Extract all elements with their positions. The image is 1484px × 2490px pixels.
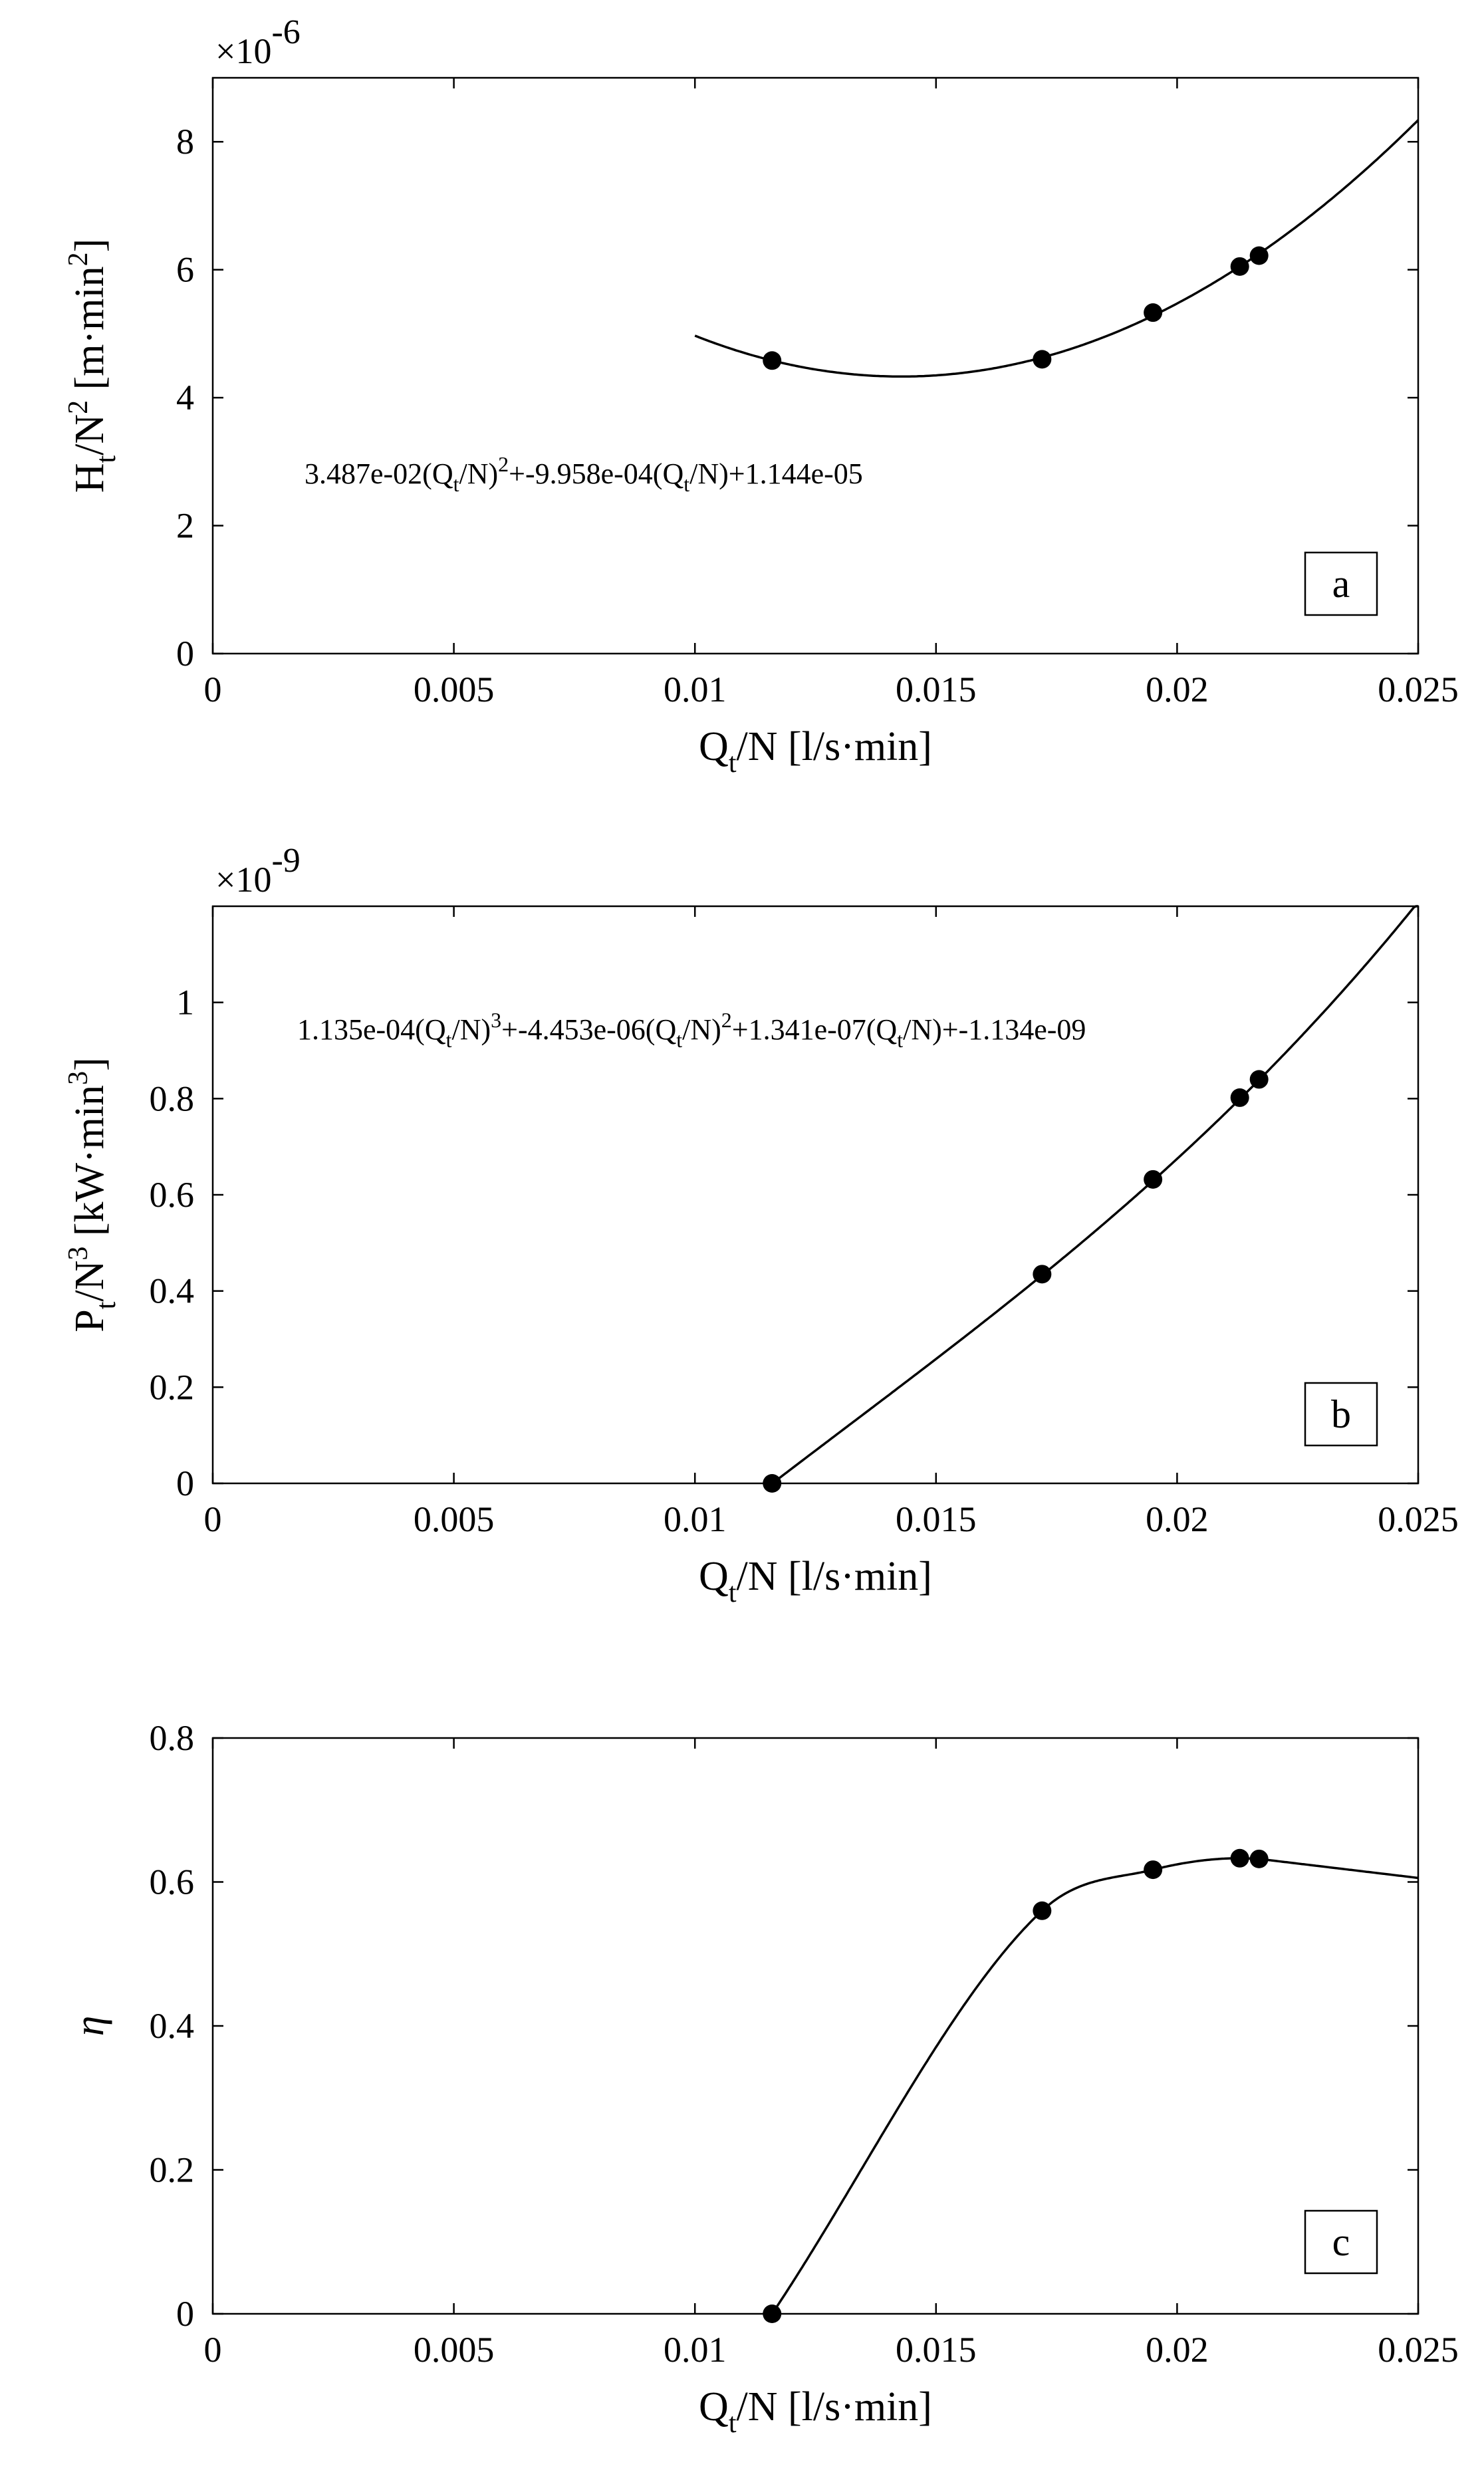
y-tick-label: 0.6 [150,1175,195,1215]
data-point [1144,1860,1163,1880]
y-tick-label: 0.2 [150,2150,195,2190]
y-axis-label: Pt/N3 [kW·min3] [63,1057,122,1332]
x-tick-label: 0.005 [414,2330,495,2370]
x-tick-label: 0.025 [1378,2330,1459,2370]
x-tick-label: 0.015 [896,1499,977,1539]
x-tick-label: 0.015 [896,670,977,709]
y-tick-label: 0 [176,1463,194,1503]
y-tick-label: 0 [176,634,194,674]
x-tick-label: 0.02 [1146,670,1209,709]
data-point [1230,257,1249,276]
x-tick-label: 0.005 [414,670,495,709]
x-axis-label: Qt/N [l/s·min] [699,1554,932,1608]
y-tick-label: 0.8 [150,1078,195,1118]
chart-panel-c: 0 0.005 0.01 0.015 0.02 0.025 0 0.2 0.4 0.6 0.8 Qt/… [67,1718,1459,2439]
data-point [1033,1265,1052,1284]
data-point [763,351,782,370]
fit-equation: 1.135e-04(Qt/N)3+-4.453e-06(Qt/N)2+1.341… [297,1008,1086,1052]
y-axis-label: Ht/N2 [m·min2] [63,239,122,493]
x-tick-label: 0.025 [1378,670,1459,709]
y-tick-label: 8 [176,122,194,162]
x-tick-label: 0.01 [664,2330,727,2370]
y-tick-label: 2 [176,506,194,546]
x-tick-label: 0 [204,1499,222,1539]
data-point [1249,1849,1269,1868]
panel-label-box [1304,2209,1378,2275]
y-tick-label: 0.6 [150,1862,195,1902]
plot-area-frame [211,1737,1420,2315]
fit-curve [694,119,1420,378]
x-tick-label: 0.01 [664,670,727,709]
data-point [1144,303,1163,322]
data-point [1249,246,1269,265]
x-axis-label: Qt/N [l/s·min] [699,724,932,779]
axis-multiplier: ×10-6 [215,13,301,71]
y-tick-label: 0.2 [150,1367,195,1407]
y-tick-label: 1 [176,983,194,1023]
x-axis-label: Qt/N [l/s·min] [699,2384,932,2439]
plot-area-frame [211,905,1420,1485]
x-tick-label: 0.02 [1146,1499,1209,1539]
x-tick-label: 0.025 [1378,1499,1459,1539]
data-point [1249,1070,1269,1089]
x-tick-label: 0 [204,670,222,709]
x-tick-label: 0 [204,2330,222,2370]
data-point [1033,1901,1052,1920]
data-point [1144,1170,1163,1189]
chart-panel-b: 0 0.005 0.01 0.015 0.02 0.025 0 0.2 0.4 0.6 0.8 1 ×1… [63,842,1459,1608]
fit-curve [771,1857,1419,2314]
panel-label: b [1331,1392,1351,1436]
data-point [1033,350,1052,369]
fit-equation: 3.487e-02(Qt/N)2+-9.958e-04(Qt/N)+1.144e… [305,452,863,496]
y-tick-label: 0.4 [150,1271,195,1311]
panel-label-box [1304,1382,1378,1447]
data-point [763,1474,782,1493]
panel-label: c [1332,2220,1350,2264]
y-tick-label: 4 [176,378,194,418]
panel-label: a [1332,562,1350,606]
y-tick-label: 0.4 [150,2006,195,2046]
chart-panel-a: 0 0.005 0.01 0.015 0.02 0.025 0 2 4 6 8 ×10-6 Qt/N [… [63,13,1459,779]
y-tick-label: 0.8 [150,1718,195,1758]
x-tick-label: 0.01 [664,1499,727,1539]
x-tick-label: 0.015 [896,2330,977,2370]
x-tick-label: 0.02 [1146,2330,1209,2370]
data-point [763,2304,782,2323]
axis-multiplier: ×10-9 [215,842,301,900]
data-point [1230,1848,1249,1868]
y-tick-label: 6 [176,250,194,290]
panel-label-box [1304,551,1378,616]
y-axis-label: η [67,2016,112,2037]
x-tick-label: 0.005 [414,1499,495,1539]
y-tick-label: 0 [176,2294,194,2334]
fit-curve [771,905,1418,1485]
data-point [1230,1088,1249,1107]
plot-area-frame [211,76,1420,655]
